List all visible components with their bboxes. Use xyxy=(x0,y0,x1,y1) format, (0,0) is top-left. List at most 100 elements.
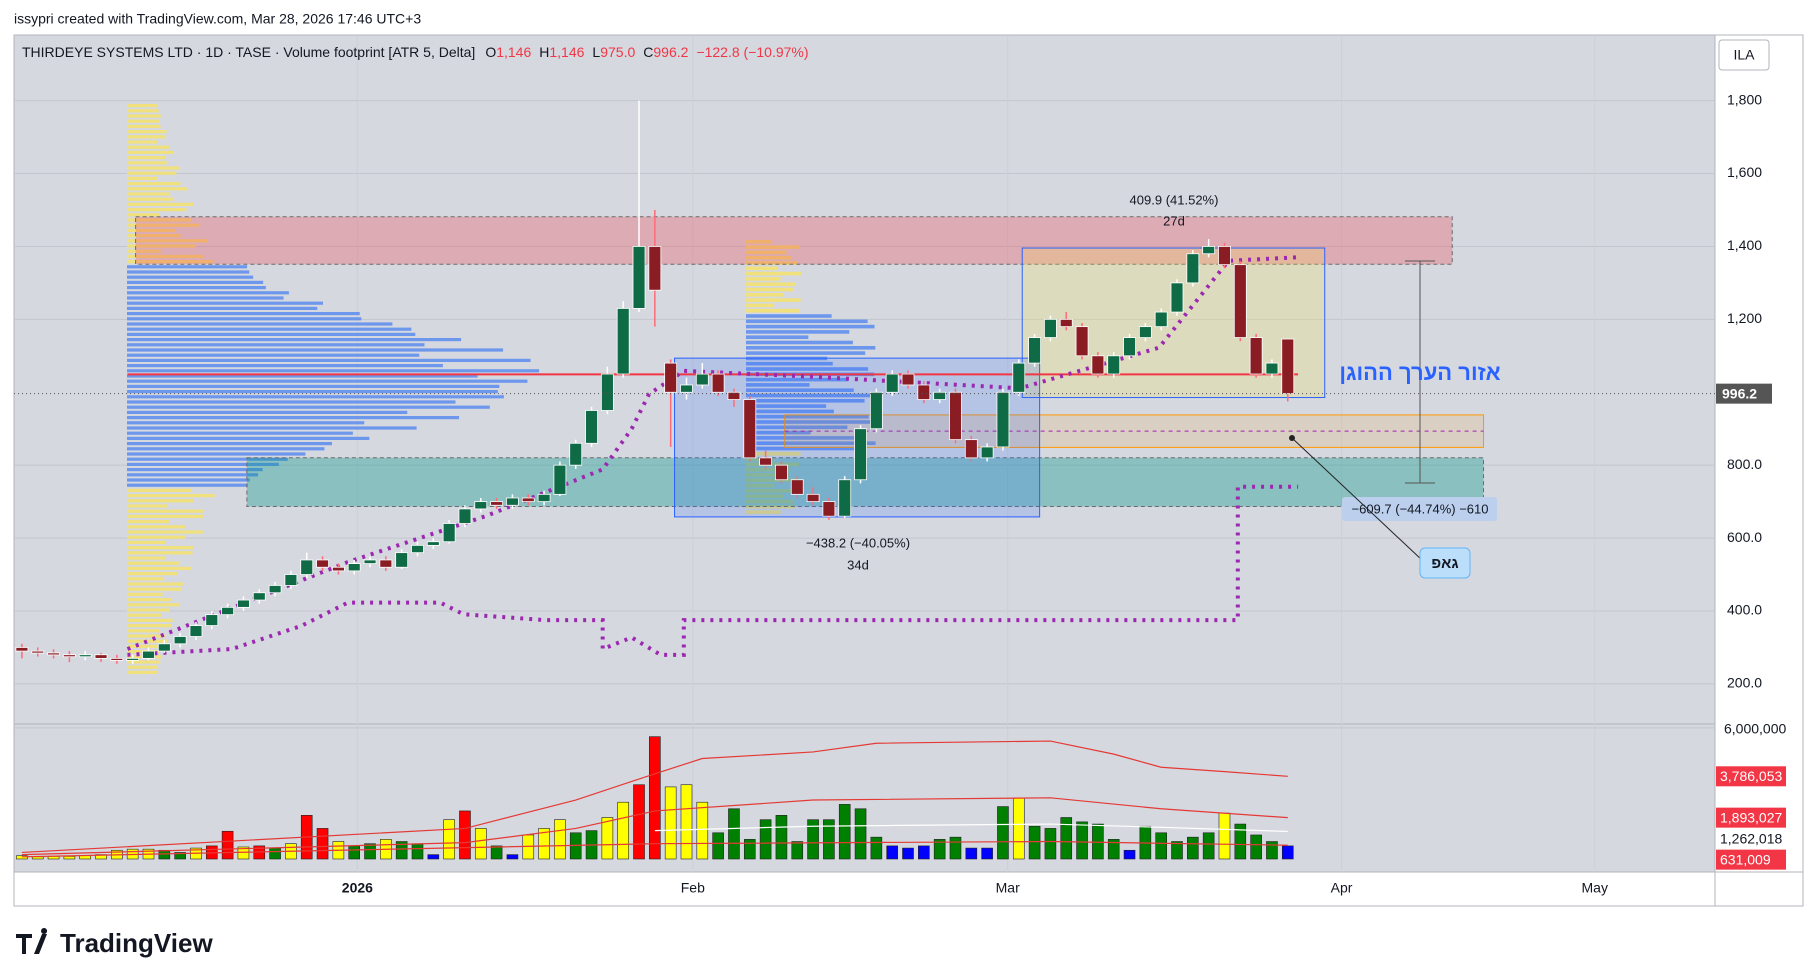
zone-label: אזור הערך ההוגן xyxy=(1339,360,1500,385)
annotation: 27d xyxy=(1163,213,1185,228)
ohlc-value: 1,146 xyxy=(496,44,531,60)
volume-profile-row xyxy=(127,556,166,560)
candle-body xyxy=(680,384,693,393)
candle-body xyxy=(933,391,947,400)
volume-profile-row xyxy=(746,452,801,456)
candle-body xyxy=(490,501,504,506)
volume-bar xyxy=(1044,828,1057,860)
volume-profile-row xyxy=(746,324,875,329)
callout-box xyxy=(1419,547,1471,579)
candle-body xyxy=(585,410,598,444)
volume-profile-row xyxy=(127,109,159,113)
volume-profile-row xyxy=(127,343,425,347)
candle-body xyxy=(1138,326,1152,338)
candle-body xyxy=(521,497,535,503)
candle-body xyxy=(759,457,773,466)
volume-profile-row xyxy=(127,400,456,404)
ohlc-value: 996.2 xyxy=(653,44,688,60)
candle-body xyxy=(331,566,345,572)
y-tick-label: 1,400 xyxy=(1727,237,1762,253)
candle-body xyxy=(980,446,994,459)
volume-bar xyxy=(617,801,629,860)
volume-bar xyxy=(1266,841,1278,860)
ohlc-key: O xyxy=(485,44,496,60)
volume-profile-row xyxy=(746,399,865,403)
volume-bar xyxy=(601,817,614,860)
candle-body xyxy=(711,373,725,393)
candle-body xyxy=(775,464,788,481)
volume-bar xyxy=(395,841,408,860)
candle-body xyxy=(553,464,567,495)
volume-profile-row xyxy=(746,494,784,498)
volume-profile-feb xyxy=(746,240,876,514)
volume-profile-row xyxy=(127,332,416,336)
volume-profile-row xyxy=(746,319,868,324)
volume-profile-row xyxy=(127,639,168,643)
ohlc-key: L xyxy=(592,44,600,60)
volume-profile-row xyxy=(127,509,204,513)
candle-body xyxy=(648,246,662,291)
volume-profile-row xyxy=(127,296,284,300)
volume-bar xyxy=(1187,836,1199,860)
volume-bar xyxy=(1107,839,1120,860)
x-tick-label: Mar xyxy=(996,880,1020,896)
resistance-zone xyxy=(135,216,1453,265)
candle-body xyxy=(901,373,915,386)
candle-body xyxy=(822,501,836,517)
volume-bar xyxy=(933,839,946,860)
chart-title: THIRDEYE SYSTEMS LTD · 1D · TASE · Volum… xyxy=(22,44,809,60)
ohlc-value: 1,146 xyxy=(549,44,584,60)
volume-profile-row xyxy=(127,213,160,217)
volume-profile-row xyxy=(127,275,254,279)
volume-bar xyxy=(949,836,962,860)
volume-profile-row xyxy=(127,416,460,420)
volume-profile-row xyxy=(746,414,869,419)
annotation: 409.9 (41.52%) xyxy=(1130,192,1219,207)
volume-bar xyxy=(965,847,978,860)
candle-body xyxy=(94,654,108,659)
currency-box[interactable] xyxy=(1718,39,1770,71)
candle-body xyxy=(917,384,931,400)
volume-profile-row xyxy=(127,156,166,160)
volume-profile-row xyxy=(746,499,794,504)
candle-body xyxy=(1218,246,1231,266)
volume-profile-row xyxy=(746,446,864,451)
volume-bar xyxy=(997,806,1009,860)
volume-profile-row xyxy=(127,462,279,466)
volume-profile-row xyxy=(127,364,443,368)
candle-body xyxy=(727,391,741,400)
volume-profile-row xyxy=(127,499,194,503)
candle-body xyxy=(1170,282,1184,313)
volume-profile-row xyxy=(746,420,875,424)
y-tick-label: 600.0 xyxy=(1727,529,1762,545)
x-tick-label: Apr xyxy=(1331,880,1353,896)
volume-profile-row xyxy=(127,540,166,544)
volume-profile-row xyxy=(746,266,778,271)
volume-bar xyxy=(1092,823,1104,860)
volume-profile-row xyxy=(127,223,201,227)
volume-profile-row xyxy=(127,624,171,628)
volume-profile-row xyxy=(127,358,531,362)
volume-bar xyxy=(348,845,361,860)
volume-profile-row xyxy=(127,478,250,482)
volume-profile-row xyxy=(746,462,799,467)
volume-bar xyxy=(474,828,487,860)
candle-body xyxy=(284,574,298,586)
volume-profile-row xyxy=(127,447,325,451)
candle-body xyxy=(1123,337,1136,357)
volume-profile-row xyxy=(127,338,462,342)
volume-profile-row xyxy=(127,551,193,555)
volume-bar xyxy=(649,736,661,860)
callout-dot xyxy=(1289,435,1295,441)
volume-profile-row xyxy=(746,430,811,435)
candle-body xyxy=(506,497,519,506)
brand-logo: TradingView xyxy=(16,928,213,958)
volume-profile-row xyxy=(746,367,869,371)
volume-profile-row xyxy=(746,483,775,488)
x-tick-label: Feb xyxy=(681,880,705,896)
volume-profile-row xyxy=(127,520,170,524)
annotation: −438.2 (−40.05%) xyxy=(806,535,910,550)
candle-body xyxy=(31,650,45,654)
candle-body xyxy=(110,657,124,661)
volume-bar xyxy=(316,828,329,860)
